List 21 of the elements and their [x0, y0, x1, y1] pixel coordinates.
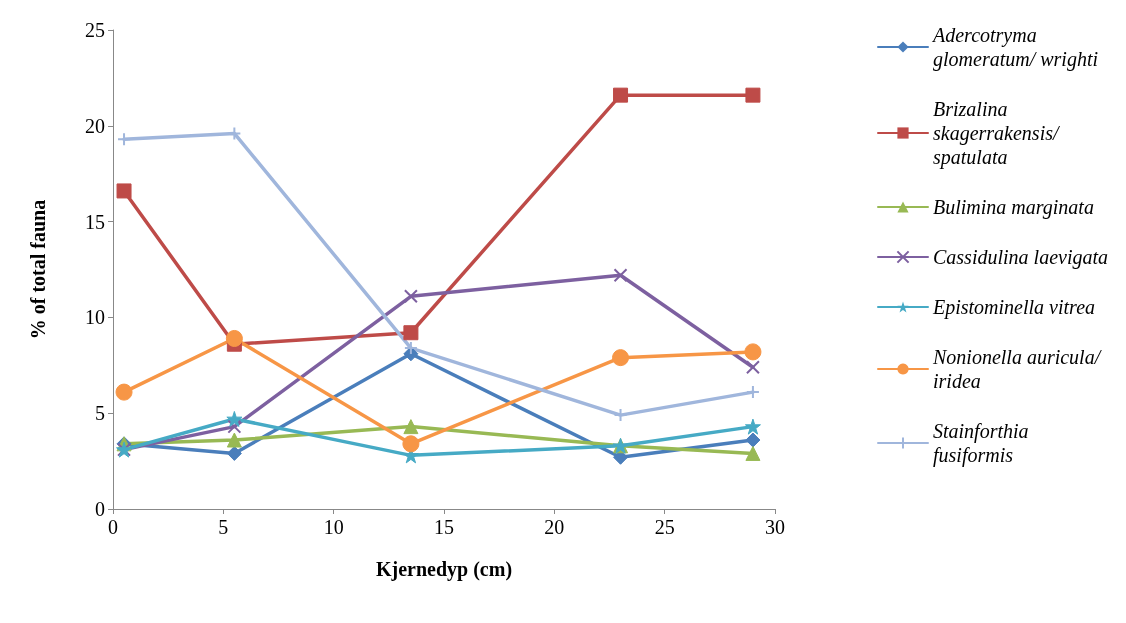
y-tick-label: 20 — [85, 114, 105, 137]
y-tick-label: 25 — [85, 19, 105, 41]
legend-label: Stainforthia fusiformis — [933, 420, 1034, 467]
legend-label: Brizalina skagerrakensis/ spatulata — [933, 98, 1064, 169]
y-tick-label: 15 — [85, 210, 105, 233]
legend-label: Nonionella auricula/iridea — [932, 346, 1103, 392]
y-axis-title: % of total fauna — [27, 199, 49, 340]
legend-label: Adercotryma glomeratum/ wrighti — [931, 24, 1099, 71]
x-tick-label: 25 — [654, 516, 675, 538]
y-tick-label: 0 — [95, 498, 105, 520]
legend-label: Bulimina marginata — [933, 196, 1094, 219]
x-tick-label: 30 — [765, 516, 785, 538]
legend-label: Cassidulina laevigata — [933, 246, 1108, 269]
x-axis-title: Kjernedyp (cm) — [375, 558, 513, 581]
x-tick-label: 20 — [544, 516, 565, 538]
x-tick-label: 10 — [323, 516, 344, 538]
legend-label: Epistominella vitrea — [932, 296, 1096, 319]
x-tick-label: 5 — [218, 516, 229, 538]
x-tick-label: 15 — [434, 516, 454, 538]
y-tick-label: 5 — [95, 402, 105, 425]
y-tick-label: 10 — [85, 306, 105, 329]
